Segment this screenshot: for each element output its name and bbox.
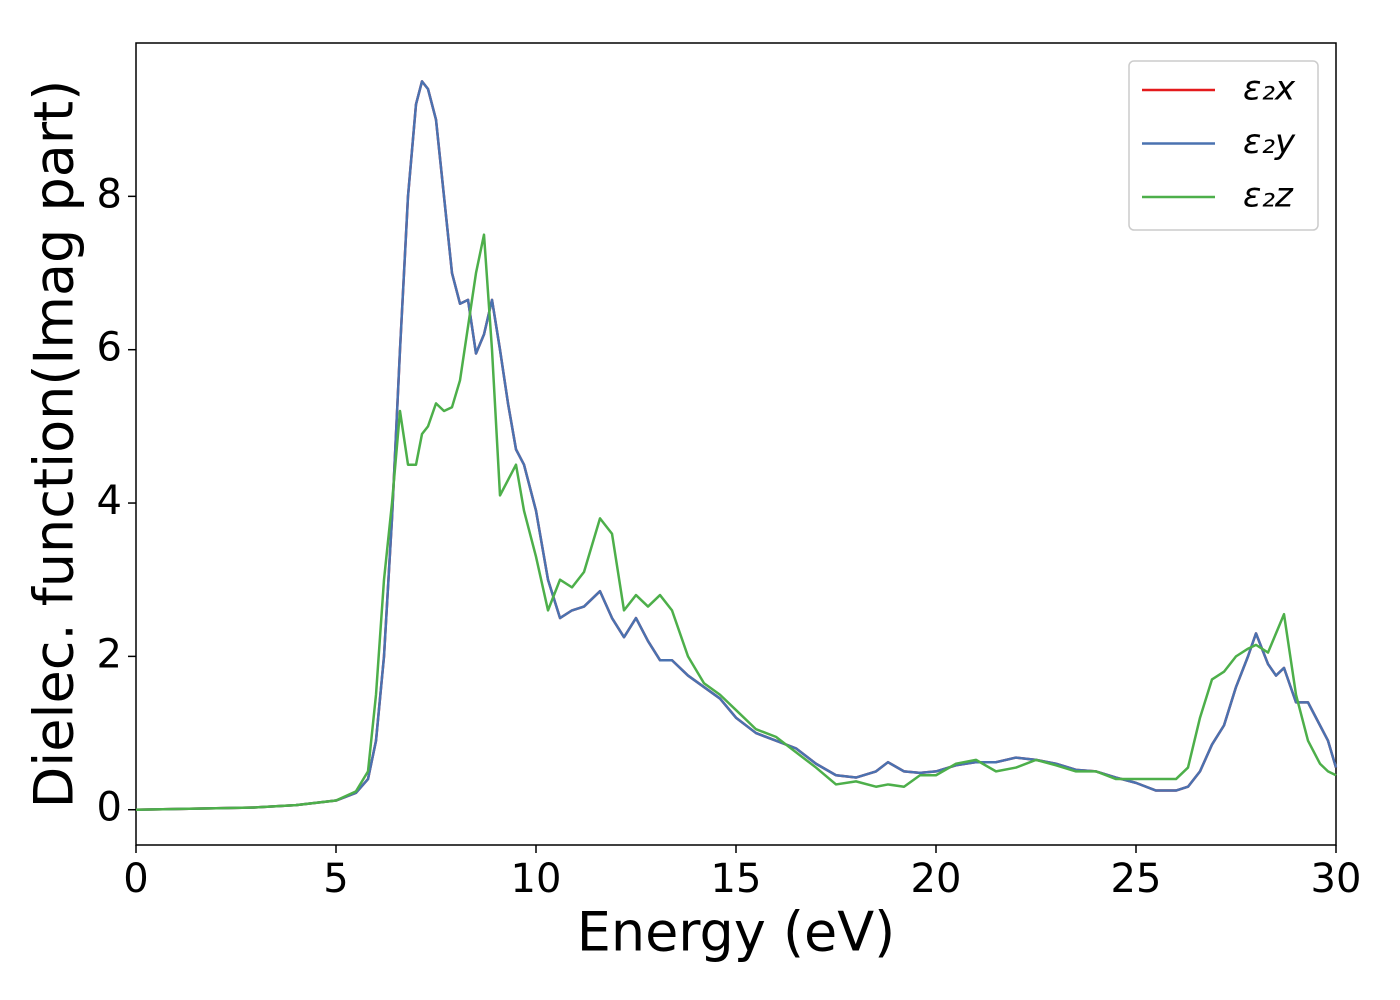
x-tick-label: 10 bbox=[511, 856, 562, 902]
y-axis-label: Dielec. function(Imag part) bbox=[23, 80, 86, 809]
y-tick-label: 0 bbox=[97, 785, 122, 831]
x-tick-label: 5 bbox=[323, 856, 348, 902]
legend-label: ε₂z bbox=[1243, 176, 1294, 216]
y-tick-label: 6 bbox=[97, 325, 122, 371]
x-tick-label: 15 bbox=[711, 856, 762, 902]
x-tick-label: 20 bbox=[911, 856, 962, 902]
x-tick-label: 25 bbox=[1111, 856, 1162, 902]
x-tick-label: 0 bbox=[123, 856, 148, 902]
legend-label: ε₂x bbox=[1243, 69, 1296, 109]
y-tick-label: 8 bbox=[97, 171, 122, 217]
x-axis-label: Energy (eV) bbox=[577, 901, 896, 964]
legend-label: ε₂y bbox=[1243, 122, 1296, 162]
y-tick-label: 2 bbox=[97, 631, 122, 677]
legend-box bbox=[1128, 60, 1319, 231]
y-tick-label: 4 bbox=[97, 478, 122, 524]
series-line bbox=[135, 233, 1337, 811]
x-tick-label: 30 bbox=[1311, 856, 1362, 902]
series-line bbox=[135, 80, 1338, 811]
